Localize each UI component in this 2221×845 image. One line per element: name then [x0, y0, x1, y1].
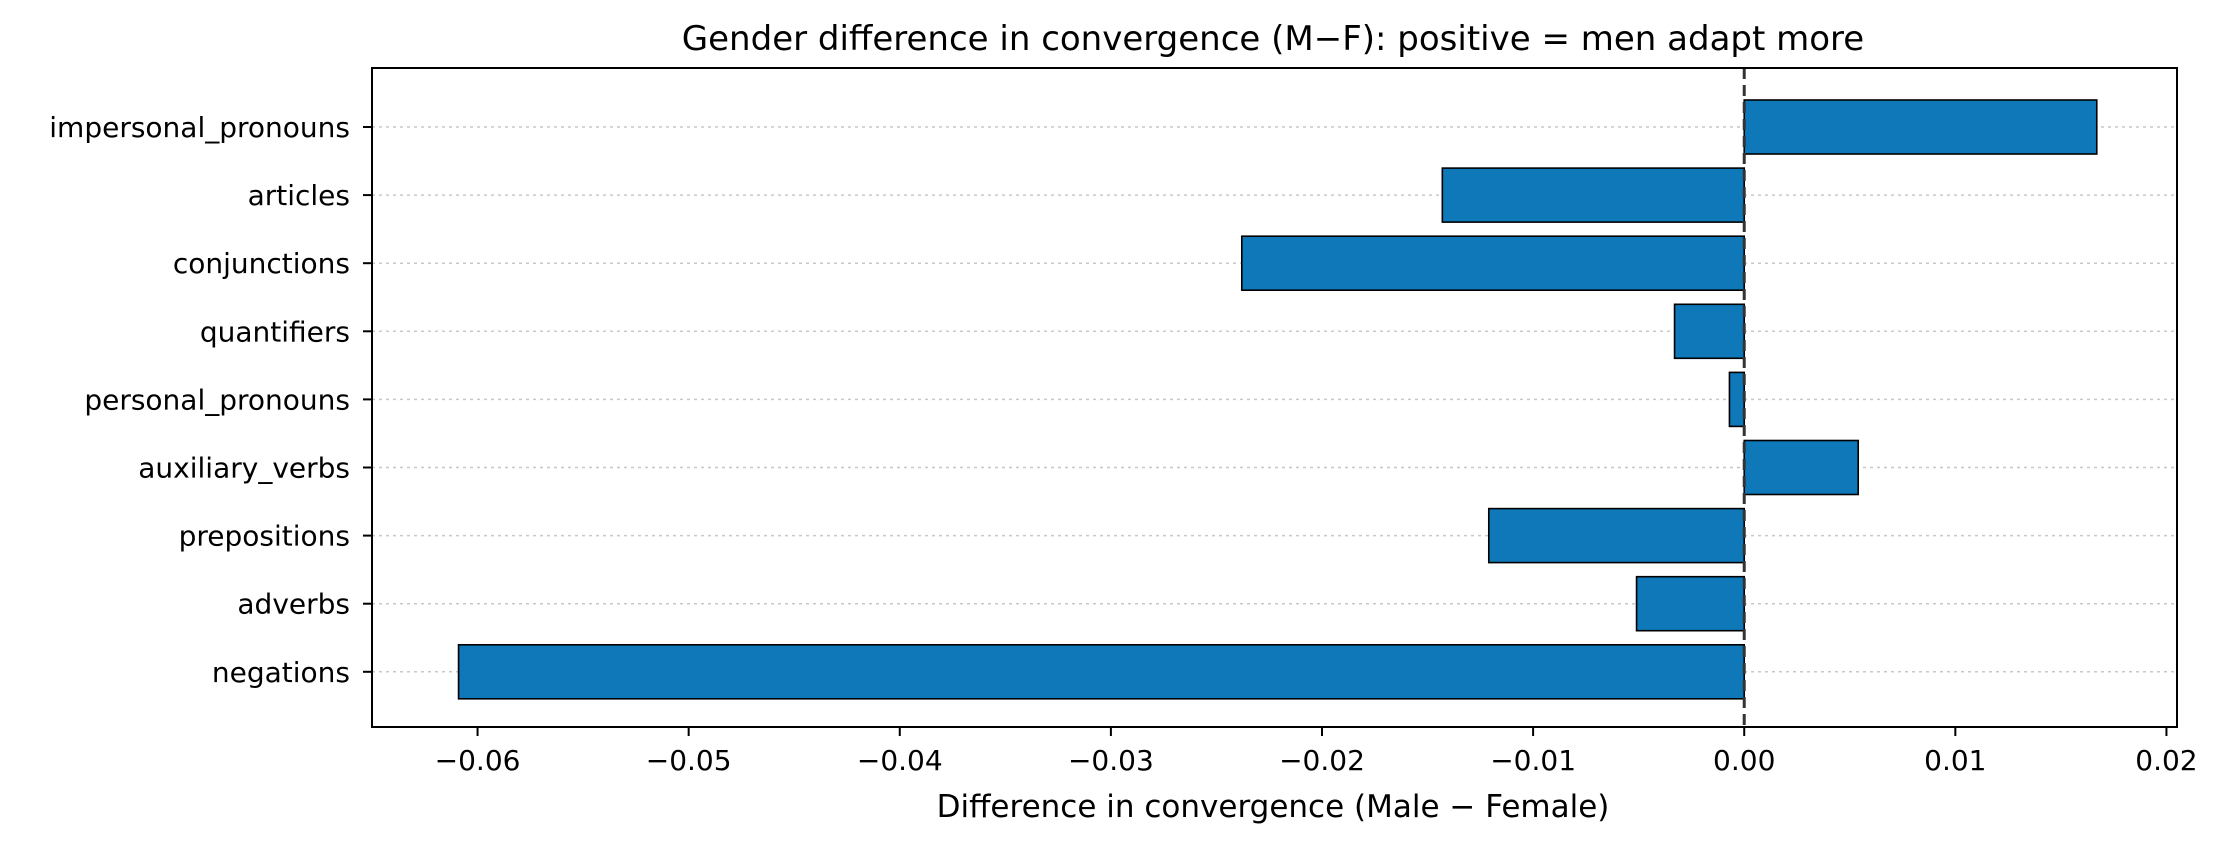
y-tick-label: impersonal_pronouns [49, 111, 350, 144]
chart-title: Gender difference in convergence (M−F): … [682, 19, 1864, 59]
bar-negations [457, 643, 1746, 700]
y-axis: impersonal_pronouns articles conjunctions q… [49, 111, 372, 689]
x-tick-label: 0.01 [1924, 744, 1986, 777]
x-tick-label: −0.03 [1068, 744, 1154, 777]
x-tick-label: 0.00 [1713, 744, 1775, 777]
bar-quantifiers [1673, 303, 1746, 360]
grid-layer [372, 126, 2177, 673]
x-axis-label: Difference in convergence (Male − Female… [937, 789, 1610, 825]
bar-prepositions [1487, 507, 1746, 564]
y-tick-label: negations [212, 656, 350, 689]
y-tick-label: conjunctions [173, 247, 350, 280]
bar-impersonal_pronouns [1743, 99, 2098, 155]
bar-conjunctions [1240, 235, 1746, 291]
y-tick-label: quantifiers [200, 315, 350, 348]
bar-adverbs [1635, 575, 1746, 632]
x-tick-label: −0.05 [646, 744, 732, 777]
x-tick-label: −0.01 [1490, 744, 1576, 777]
y-tick-label: prepositions [179, 520, 350, 553]
bar-articles [1441, 167, 1746, 223]
bar-personal_pronouns [1728, 371, 1746, 428]
bar-layer [457, 99, 2098, 700]
y-tick-label: articles [248, 179, 350, 212]
x-tick-label: −0.02 [1279, 744, 1365, 777]
x-tick-label: 0.02 [2135, 744, 2197, 777]
y-tick-label: auxiliary_verbs [138, 452, 350, 485]
y-tick-label: adverbs [237, 588, 350, 621]
bar-auxiliary_verbs [1743, 439, 1860, 496]
x-tick-label: −0.06 [435, 744, 521, 777]
x-axis: −0.06 −0.05 −0.04 −0.03 −0.02 −0.01 0.00 0.01 0.… [435, 727, 2198, 777]
x-tick-label: −0.04 [857, 744, 943, 777]
y-tick-label: personal_pronouns [84, 383, 350, 416]
plot-frame [371, 67, 2178, 728]
